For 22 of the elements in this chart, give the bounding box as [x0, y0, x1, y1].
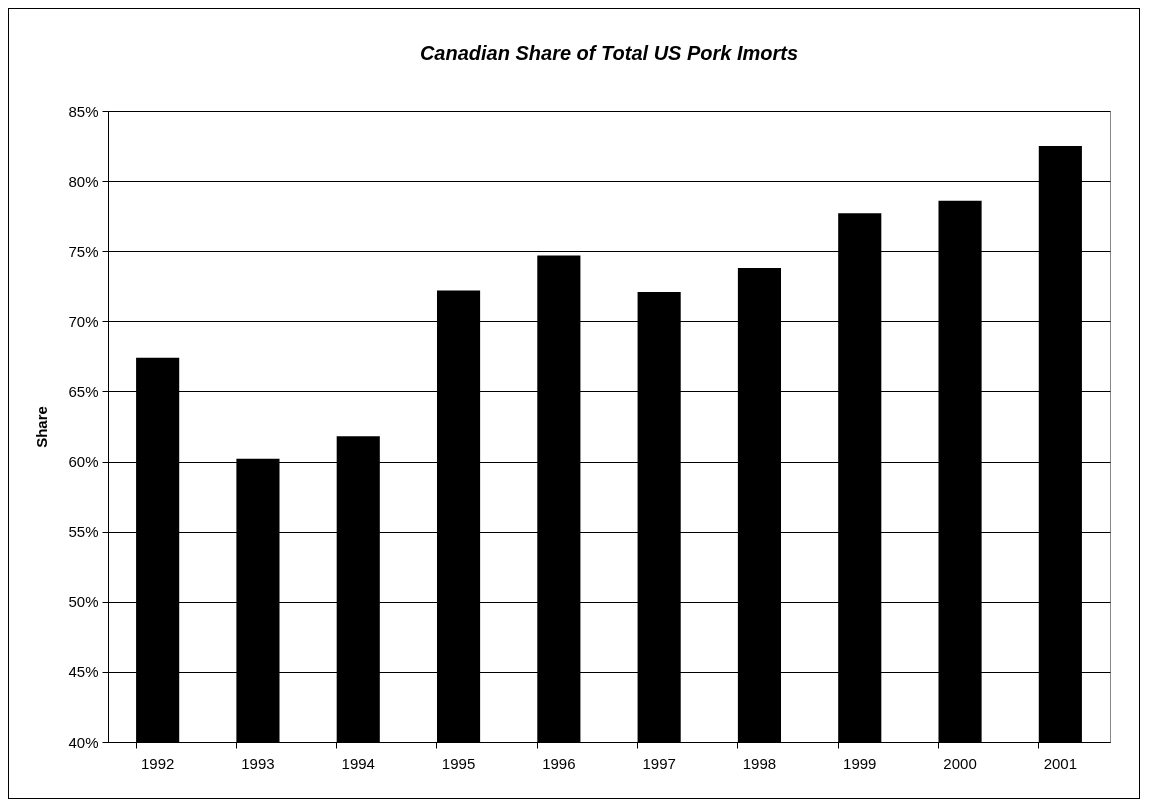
- x-tick-label: 1997: [642, 754, 676, 772]
- x-tick-label: 1999: [843, 754, 877, 772]
- x-tick-label: 1993: [241, 754, 275, 772]
- y-tick-label: 55%: [68, 523, 99, 541]
- x-tick-label: 2001: [1043, 754, 1078, 772]
- x-tick-label: 1998: [742, 754, 777, 772]
- y-tick-label: 65%: [68, 382, 99, 400]
- y-tick-label: 50%: [68, 593, 99, 611]
- y-tick-label: 45%: [68, 663, 99, 681]
- x-tick-label: 1992: [140, 754, 175, 772]
- y-tick-label: 75%: [68, 242, 99, 260]
- x-tick-label: 1995: [441, 754, 476, 772]
- y-tick-label: 40%: [68, 733, 99, 751]
- y-tick-label: 70%: [68, 312, 99, 330]
- x-tick-label: 1996: [542, 754, 576, 772]
- chart-title: Canadian Share of Total US Pork Imorts: [419, 42, 799, 64]
- x-tick-label: 1994: [341, 754, 375, 772]
- y-tick-label: 60%: [68, 453, 99, 471]
- y-tick-label: 85%: [68, 102, 99, 120]
- y-axis-title: Share: [33, 406, 51, 448]
- y-tick-label: 80%: [68, 172, 99, 190]
- x-tick-label: 2000: [943, 754, 977, 772]
